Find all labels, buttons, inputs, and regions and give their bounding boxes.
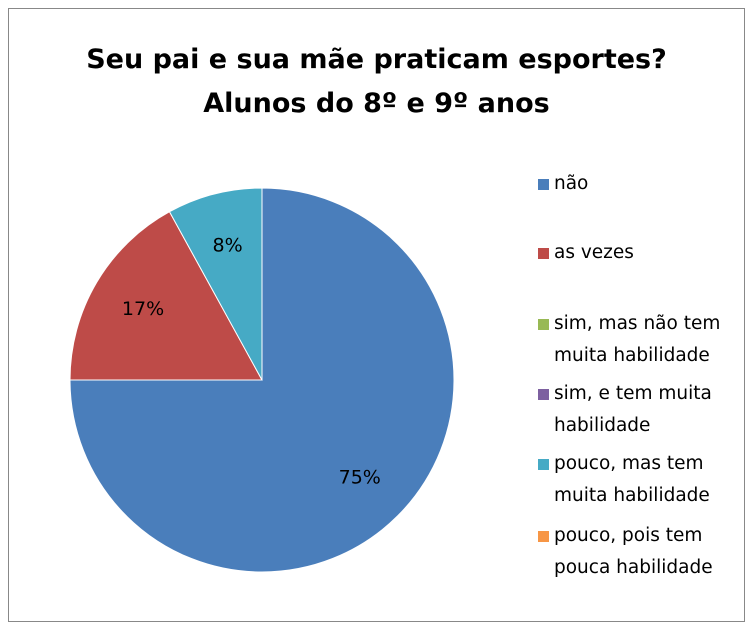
- legend-item: as vezes: [538, 237, 748, 269]
- legend-item: pouco, mas tem muita habilidade: [538, 448, 748, 512]
- data-label: 75%: [339, 466, 381, 488]
- legend-swatch: [538, 318, 549, 330]
- legend-label: não: [554, 173, 589, 194]
- legend-swatch: [538, 458, 549, 470]
- pie-slice: [69, 211, 263, 381]
- legend-label: sim, e tem muita habilidade: [554, 383, 712, 436]
- data-label: 17%: [122, 298, 164, 320]
- legend-item: sim, e tem muita habilidade: [538, 378, 748, 442]
- legend-swatch: [538, 388, 549, 400]
- data-label: 8%: [213, 235, 243, 257]
- legend-swatch: [538, 178, 549, 190]
- legend-label: pouco, mas tem muita habilidade: [554, 453, 710, 506]
- legend-swatch: [538, 247, 549, 259]
- pie-slice: [69, 187, 455, 573]
- legend-swatch: [538, 530, 549, 542]
- chart-title: Seu pai e sua mãe praticam esportes? Alu…: [86, 44, 667, 119]
- legend-item: sim, mas não tem muita habilidade: [538, 308, 748, 372]
- legend-item: pouco, pois tem pouca habilidade: [538, 520, 748, 584]
- chart-border: [8, 8, 745, 622]
- legend-label: sim, mas não tem muita habilidade: [554, 313, 721, 366]
- legend-item: não: [538, 168, 748, 200]
- pie-slice: [168, 187, 263, 381]
- legend-label: pouco, pois tem pouca habilidade: [554, 525, 713, 578]
- legend-label: as vezes: [554, 242, 634, 263]
